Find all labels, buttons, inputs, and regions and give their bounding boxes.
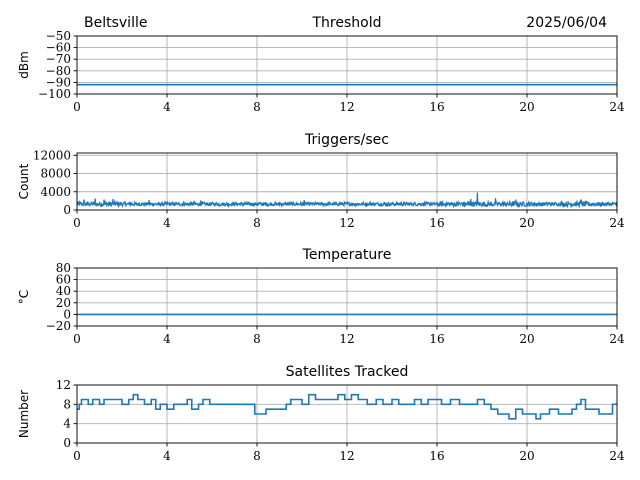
header-date: 2025/06/04	[526, 15, 607, 31]
x-tick-label: 8	[253, 216, 261, 230]
y-tick-label: 8000	[40, 167, 71, 181]
x-tick-label: 0	[73, 216, 81, 230]
x-tick-label: 20	[519, 449, 534, 463]
x-tick-label: 8	[253, 100, 261, 114]
y-tick-label: 80	[56, 261, 71, 275]
x-tick-label: 16	[429, 216, 444, 230]
y-tick-label: −50	[46, 29, 71, 43]
subplot-2: 0 4 8 12 16 20 24 0 4000 8000 12000 Triggers/sec Cou…	[17, 132, 625, 230]
subplot-title: Threshold	[312, 15, 382, 31]
x-tick-label: 4	[163, 449, 171, 463]
x-tick-label: 0	[73, 100, 81, 114]
subplot-title: Temperature	[302, 247, 392, 263]
y-tick-label: 0	[63, 307, 71, 321]
x-tick-label: 16	[429, 449, 444, 463]
x-tick-label: 20	[519, 216, 534, 230]
x-tick-label: 4	[163, 100, 171, 114]
y-axis-label: dBm	[17, 51, 31, 79]
y-tick-label: −70	[46, 52, 71, 66]
x-tick-label: 0	[73, 449, 81, 463]
x-tick-label: 20	[519, 100, 534, 114]
y-tick-label: 12	[56, 378, 71, 392]
x-tick-label: 12	[339, 332, 354, 346]
subplot-4: 0 4 8 12 16 20 24 0 4 8 12 Satellites Tracked Number	[17, 364, 625, 463]
y-tick-label: 40	[56, 284, 71, 298]
y-tick-label: −20	[46, 319, 71, 333]
x-tick-label: 8	[253, 332, 261, 346]
y-tick-label: −80	[46, 64, 71, 78]
subplot-1: 0 4 8 12 16 20 24 −100−90−80−70−60−50 Threshold d…	[17, 15, 625, 114]
y-axis-label: Number	[17, 390, 31, 438]
x-tick-label: 0	[73, 332, 81, 346]
x-tick-label: 4	[163, 216, 171, 230]
x-tick-label: 20	[519, 332, 534, 346]
y-tick-label: 0	[63, 436, 71, 450]
x-tick-label: 12	[339, 449, 354, 463]
y-tick-label: 4000	[40, 185, 71, 199]
y-axis-label: Count	[17, 163, 31, 199]
x-tick-label: 24	[609, 332, 625, 346]
x-tick-label: 16	[429, 332, 444, 346]
header-location: Beltsville	[84, 15, 147, 31]
y-tick-label: −100	[38, 87, 71, 101]
y-tick-label: 4	[63, 417, 71, 431]
y-tick-label: 0	[63, 203, 71, 217]
y-tick-label: −90	[46, 75, 71, 89]
x-tick-label: 24	[609, 216, 625, 230]
y-axis-label: °C	[17, 290, 31, 304]
subplot-title: Satellites Tracked	[286, 364, 409, 380]
subplot-title: Triggers/sec	[304, 132, 389, 148]
x-tick-label: 24	[609, 100, 625, 114]
series-line-1	[77, 393, 617, 420]
x-tick-label: 4	[163, 332, 171, 346]
x-tick-label: 12	[339, 216, 354, 230]
x-tick-label: 8	[253, 449, 261, 463]
x-tick-label: 12	[339, 100, 354, 114]
y-tick-label: 20	[56, 296, 71, 310]
x-tick-label: 16	[429, 100, 444, 114]
series-line-1	[77, 192, 617, 209]
y-tick-label: 12000	[33, 148, 71, 162]
y-tick-label: −60	[46, 41, 71, 55]
y-tick-label: 60	[56, 273, 71, 287]
x-tick-label: 24	[609, 449, 625, 463]
y-tick-label: 8	[63, 397, 71, 411]
